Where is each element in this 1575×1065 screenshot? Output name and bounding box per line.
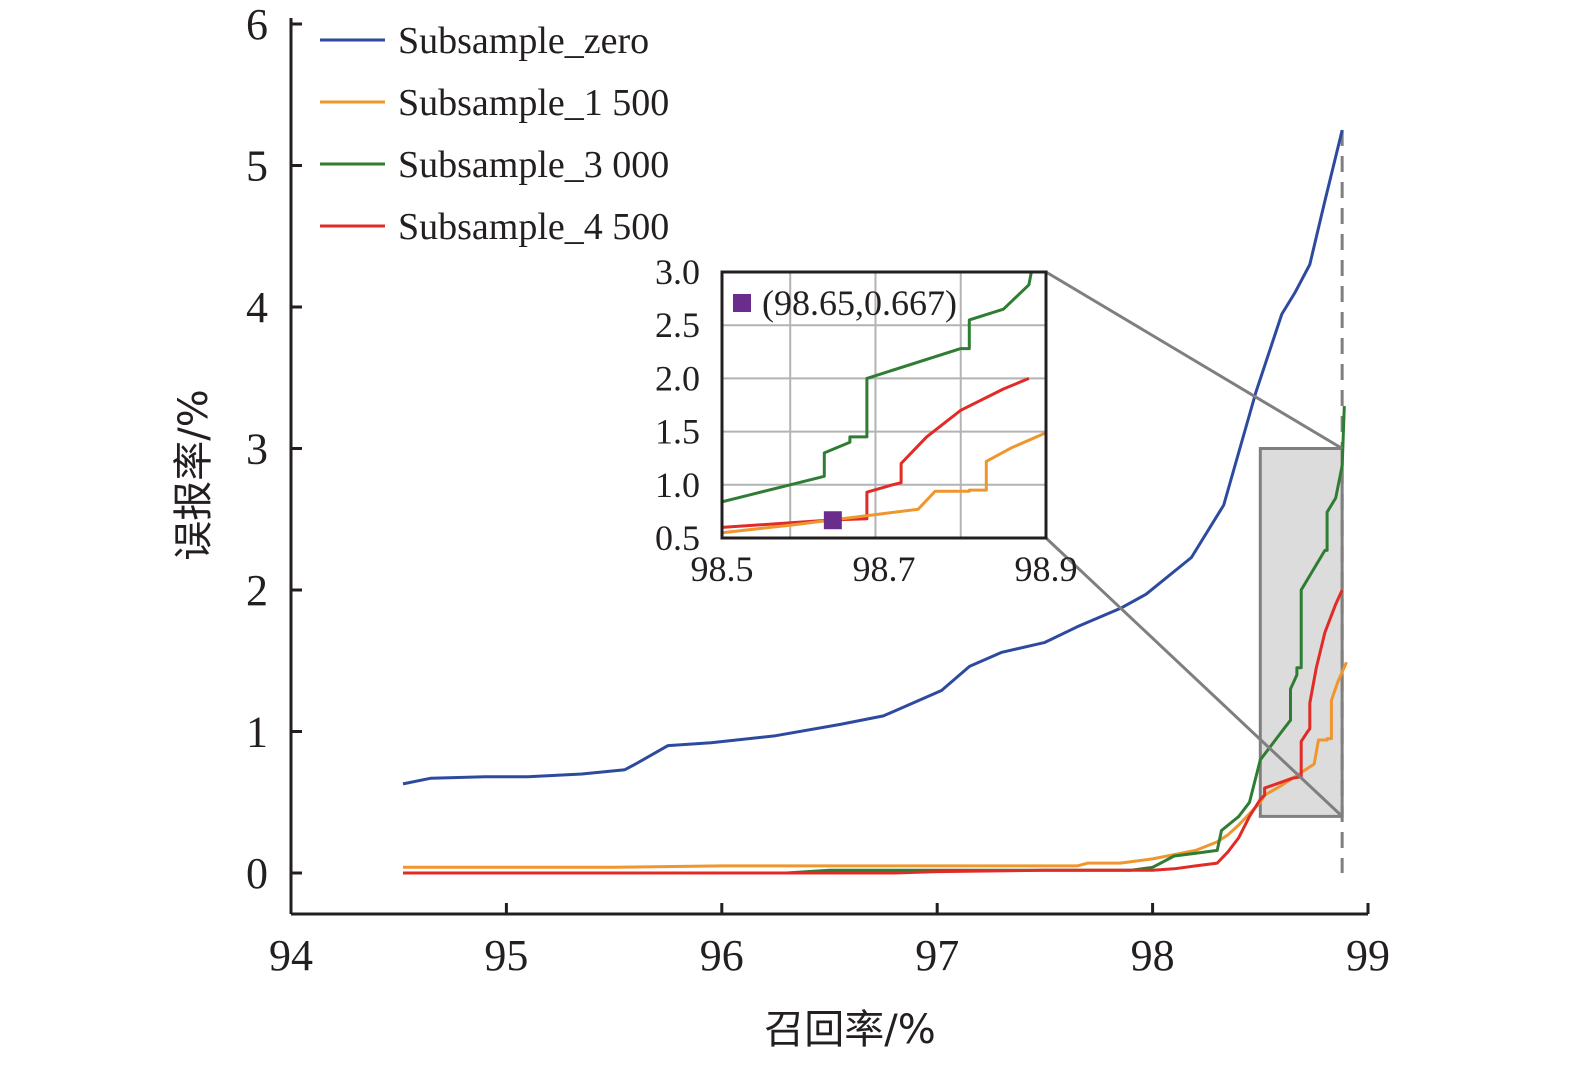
x-tick-label: 97 [915,931,959,980]
x-axis-title: 召回率/% [764,1007,935,1053]
legend-label-1: Subsample_zero [398,20,649,62]
inset-series-group [722,272,1046,535]
y-tick-label: 0 [246,849,268,898]
y-tick-label: 3 [246,425,268,474]
inset-background [722,272,1046,538]
inset-frame [720,270,1048,540]
x-tick-label: 94 [269,931,313,980]
zoom-connector-line [1044,536,1344,818]
y-tick-label: 6 [246,0,268,49]
x-tick-label: 96 [700,931,744,980]
annotation-legend-marker [733,294,751,312]
y-tick-label: 5 [246,142,268,191]
inset-y-tick-label: 3.0 [655,252,700,292]
inset-x-tick-label: 98.5 [691,549,754,589]
y-tick-label: 2 [246,566,268,615]
series-line-4 [403,589,1344,875]
inset-y-tick-label: 1.5 [655,412,700,452]
inset-y-tick-label: 0.5 [655,518,700,558]
legend-label-2: Subsample_1 500 [398,82,669,124]
y-tick-label: 4 [246,283,268,332]
inset-y-tick-label: 2.5 [655,305,700,345]
inset-y-tick-label: 1.0 [655,465,700,505]
inset-series-line-4 [722,377,1030,535]
series-line-2 [403,661,1348,869]
y-axis-title: 误报率/% [171,389,217,560]
y-tick-label: 1 [246,708,268,757]
x-tick-label: 98 [1131,931,1175,980]
inset-series-line-3 [722,272,1033,504]
legend-label-4: Subsample_4 500 [398,206,669,248]
series-line-1 [402,129,1344,786]
annotation-label: (98.65,0.667) [762,283,957,323]
inset-series-line-2 [722,431,1046,535]
zoom-connector-line [1045,270,1343,450]
x-tick-label: 99 [1346,931,1390,980]
legend-label-3: Subsample_3 000 [398,144,669,186]
x-tick-label: 95 [484,931,528,980]
annotation-marker [823,511,842,530]
inset-x-tick-label: 98.7 [853,549,916,589]
inset-y-tick-label: 2.0 [655,358,700,398]
inset-x-tick-label: 98.9 [1015,549,1078,589]
